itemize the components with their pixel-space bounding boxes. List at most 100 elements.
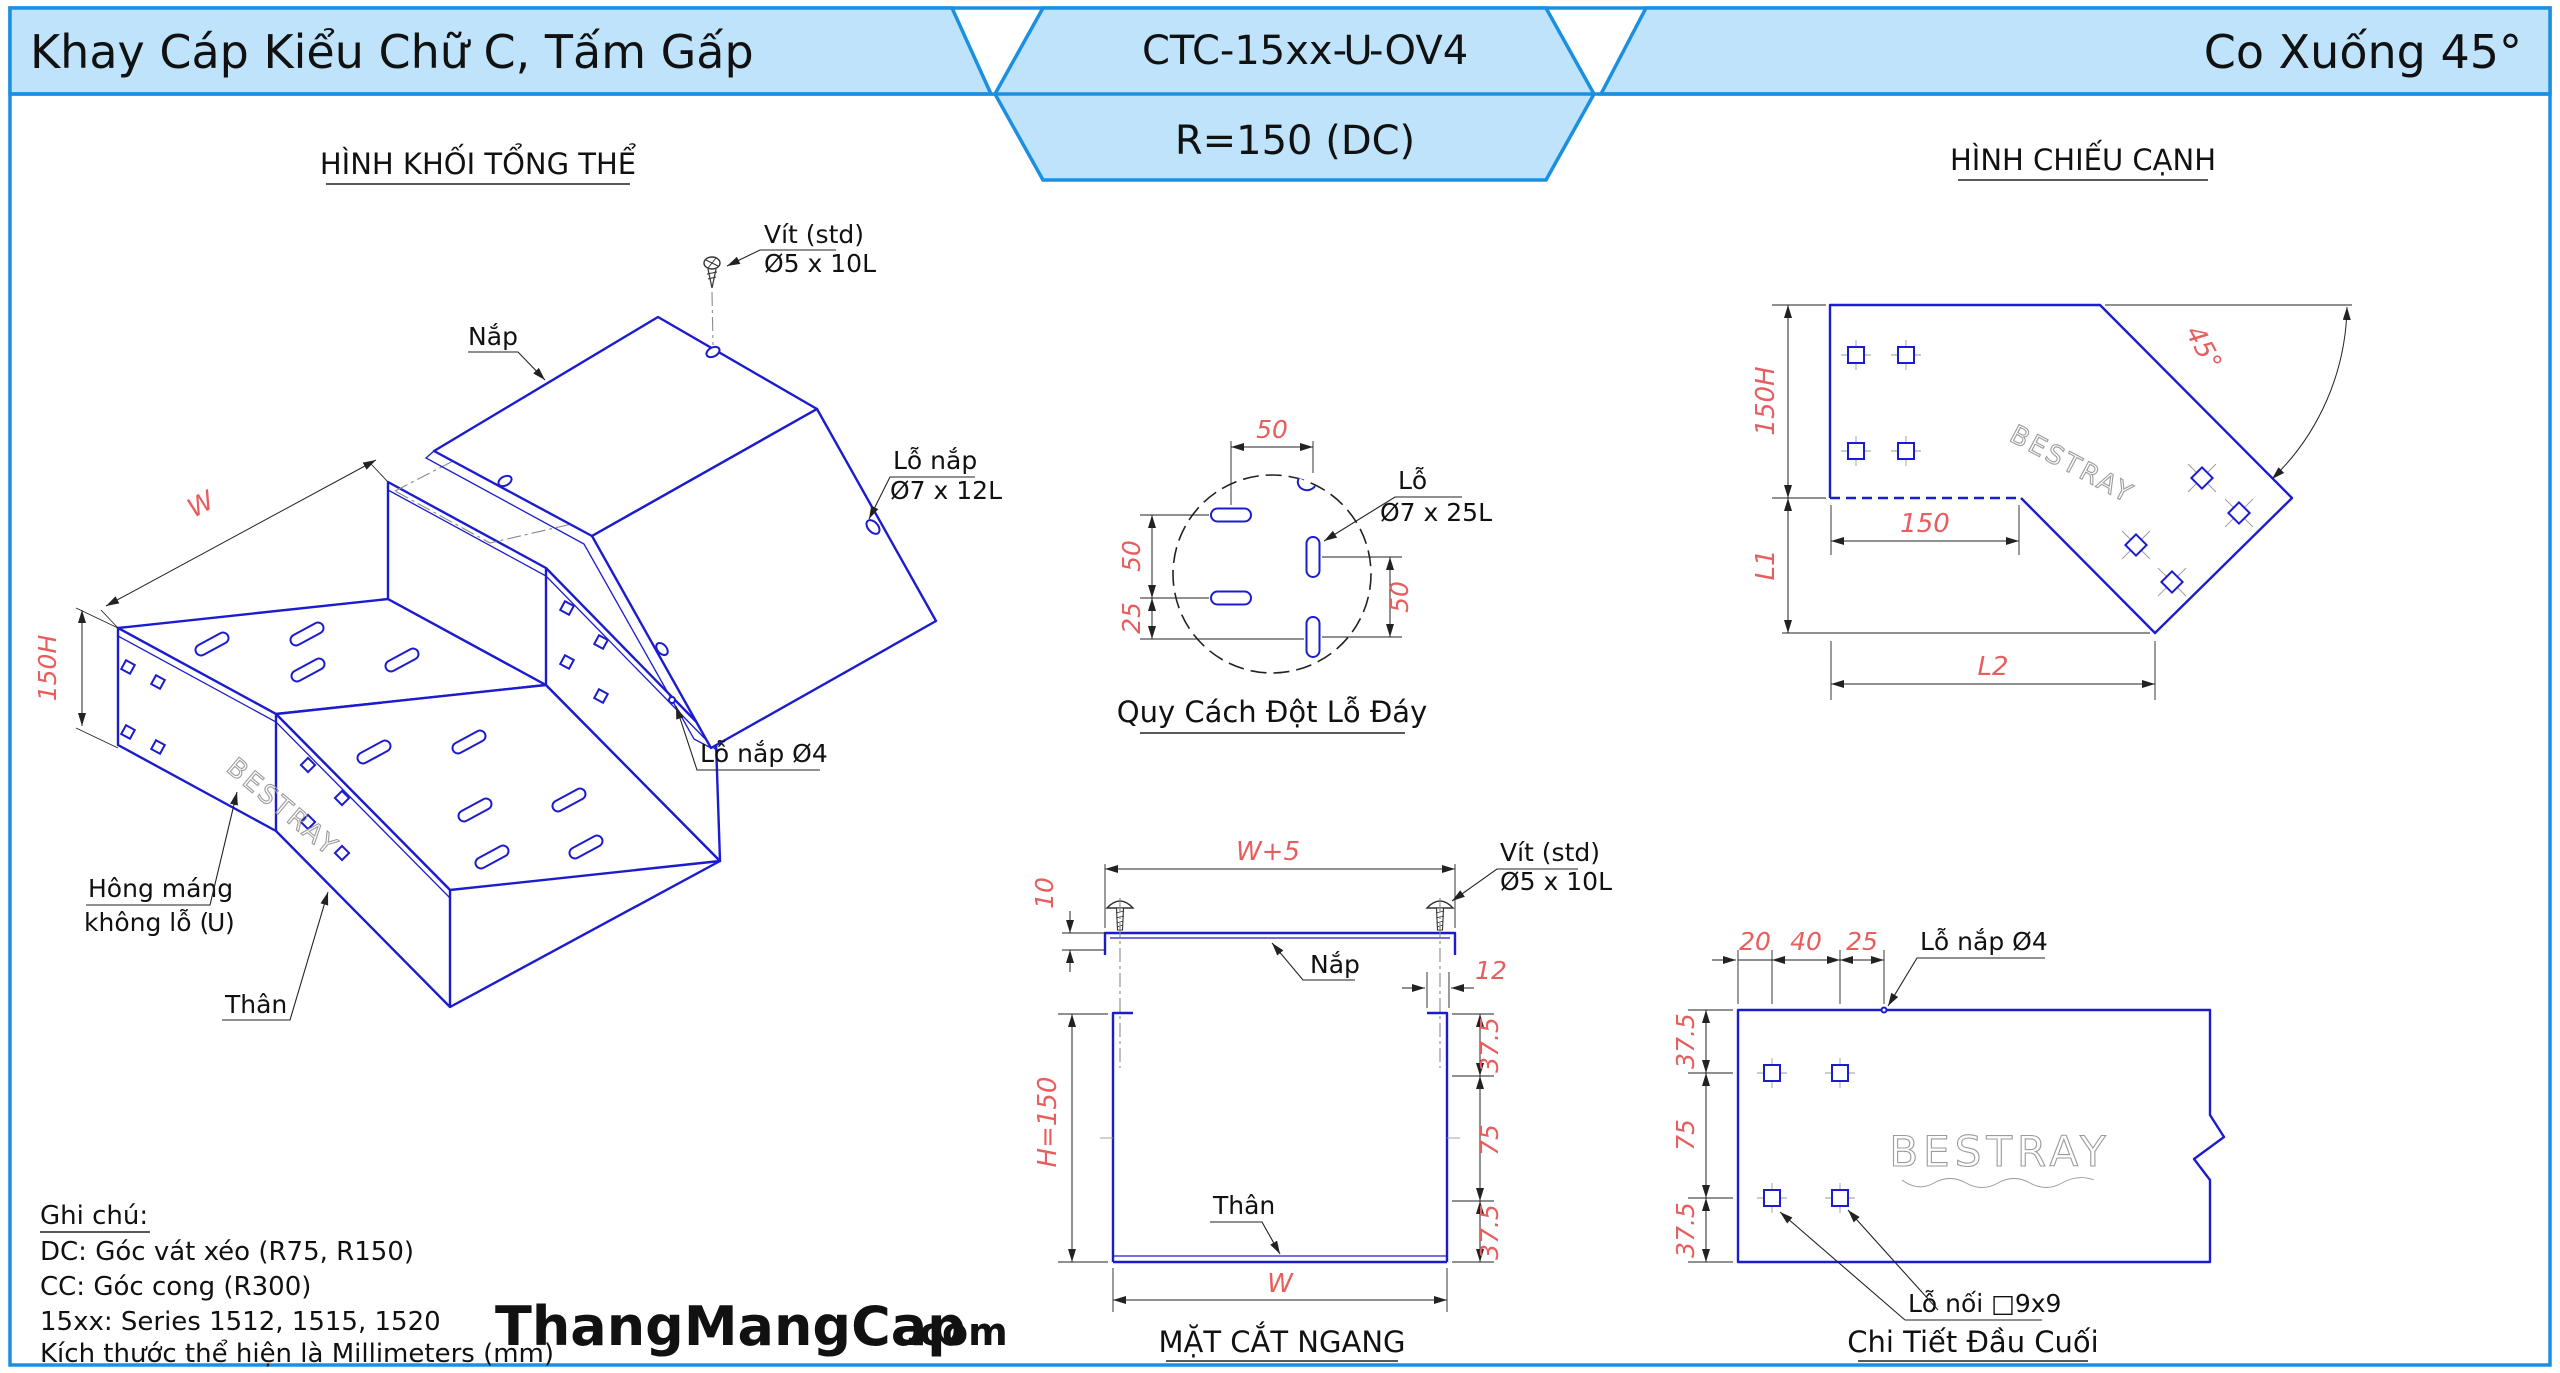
leader-cover-hole-small (675, 705, 820, 771)
end-dim-20: 20 (1739, 927, 1771, 956)
side-title: HÌNH CHIẾU CẠNH (1950, 140, 2216, 177)
end-dim-l-mid: 75 (1671, 1119, 1700, 1151)
punch-circle (1172, 474, 1372, 674)
side-profile (1828, 303, 2294, 635)
dim-w-line (105, 459, 377, 607)
watermark-end: BESTRAY (1889, 1126, 2110, 1188)
cover-hem (424, 450, 712, 749)
leader-screw (726, 249, 836, 267)
punch-slot-v (1305, 536, 1321, 578)
punch-hole-label-2: Ø7 x 25L (1380, 498, 1492, 527)
section-screw-leader (1451, 868, 1578, 902)
end-dim-l-top: 37.5 (1671, 1013, 1700, 1069)
label-cover-hole-small: Lỗ nắp Ø4 (700, 739, 828, 768)
section-dim-w5: W+5 (1236, 837, 1300, 867)
label-screw-1: Vít (std) (764, 220, 864, 249)
punch-hole-label-1: Lỗ (1398, 466, 1427, 495)
section-dim-10: 10 (1030, 877, 1059, 909)
punch-slot-h (1210, 590, 1252, 606)
iso-title: HÌNH KHỐI TỔNG THỂ (320, 144, 636, 181)
far-wall-hem (387, 489, 717, 751)
header: Khay Cáp Kiểu Chữ C, Tấm Gấp CTC-15xx- U… (8, 6, 2552, 182)
leader-side (86, 791, 238, 906)
notes-title: Ghi chú: (40, 1201, 148, 1231)
section-body-leader (1210, 1221, 1281, 1255)
model-code-suffix: -OV4 (1369, 28, 1468, 74)
label-side-2b: U (207, 908, 225, 937)
side-diamond-hole (2157, 567, 2187, 597)
model-code-prefix: CTC-15xx- (1142, 28, 1347, 74)
punch-view: 50 50 25 50 Lỗ Ø7 x 25L Quy Cách Đột Lỗ … (1117, 415, 1492, 734)
cover-right-face (590, 407, 938, 750)
label-cover: Nắp (468, 322, 518, 351)
punch-slot-h (1210, 507, 1252, 523)
punch-dim-top: 50 (1256, 415, 1288, 444)
svg-text:BESTRAY: BESTRAY (1889, 1127, 2110, 1176)
iso-view: HÌNH KHỐI TỔNG THỂ (33, 144, 1002, 1021)
section-dim-r-bot: 37.5 (1475, 1204, 1504, 1260)
punch-hole-leader (1323, 496, 1462, 542)
note-line: DC: Góc vát xéo (R75, R150) (40, 1237, 414, 1267)
section-cover-leader (1271, 942, 1355, 981)
radius-note: R=150 (DC) (1175, 118, 1415, 164)
end-cover-hole-leader (1887, 957, 2045, 1007)
cover-slot-hole (865, 519, 881, 535)
section-dim-h: H=150 (1033, 1077, 1063, 1168)
end-view: BESTRAY 20 40 25 Lỗ nắp Ø4 37.5 75 37.5 … (1671, 927, 2226, 1362)
note-line: 15xx: Series 1512, 1515, 1520 (40, 1307, 441, 1337)
end-cover-hole-label: Lỗ nắp Ø4 (1920, 927, 2048, 956)
side-view: HÌNH CHIẾU CẠNH BESTRAY 150H L1 150 L2 4… (1751, 140, 2352, 700)
note-line: CC: Góc cong (R300) (40, 1272, 311, 1302)
tray-end-edge (449, 859, 721, 1009)
punch-slot-v (1305, 616, 1321, 658)
label-cover-hole-1: Lỗ nắp (893, 446, 977, 475)
end-conn-leader-1 (1779, 1211, 1906, 1321)
fitting-name: Co Xuống 45° (2204, 25, 2522, 79)
label-cover-hole-2: Ø7 x 12L (890, 476, 1002, 505)
end-title: Chi Tiết Đầu Cuối (1847, 1325, 2098, 1359)
leader-cover (468, 351, 546, 381)
dim-w: W (183, 485, 221, 524)
product-title: Khay Cáp Kiểu Chữ C, Tấm Gấp (30, 25, 754, 79)
side-dim-l2: L2 (1977, 652, 2008, 682)
model-code-variant: U (1343, 28, 1372, 74)
end-conn-hole-label: Lỗ nối □9x9 (1908, 1289, 2061, 1318)
section-right-wall (1427, 1011, 1449, 1262)
site-logo: ThangMangCap .com (495, 1295, 1008, 1358)
side-dim-height: 150H (1751, 366, 1781, 435)
logo-tld: .com (905, 1310, 1008, 1354)
dim-150h: 150H (33, 635, 62, 702)
section-cover-label: Nắp (1310, 950, 1360, 979)
punch-dim-left-lower: 25 (1117, 602, 1146, 634)
section-dim-12: 12 (1475, 956, 1507, 985)
side-diamond-hole (2187, 463, 2217, 493)
end-phi4-hole (1880, 1006, 1888, 1014)
leader-body (222, 891, 329, 1021)
side-dim-150: 150 (1900, 509, 1950, 539)
side-diamond-hole (2121, 530, 2151, 560)
screw-axis (711, 291, 714, 346)
punch-notch (1296, 477, 1316, 492)
leader-cover-hole (868, 476, 975, 520)
punch-dim-right: 50 (1385, 581, 1414, 613)
section-dim-w: W (1267, 1269, 1294, 1299)
label-side-2a: không lỗ ( (84, 908, 209, 937)
end-dim-l-bot: 37.5 (1671, 1202, 1700, 1258)
section-dim-r-top: 37.5 (1475, 1017, 1504, 1073)
end-dim-40: 40 (1790, 927, 1822, 956)
side-dim-angle: 45° (2179, 321, 2227, 376)
logo-brand: ThangMangCap (495, 1295, 966, 1358)
near-wall-hem (117, 635, 451, 899)
notes-block: Ghi chú: DC: Góc vát xéo (R75, R150) CC:… (40, 1201, 554, 1369)
section-body-label: Thân (1212, 1191, 1275, 1220)
side-diamond-hole (2224, 498, 2254, 528)
label-side-1: Hông máng (88, 874, 233, 903)
section-left-wall (1111, 1011, 1133, 1262)
note-line: Kích thước thể hiện là Millimeters (mm) (40, 1338, 554, 1369)
end-dim-25: 25 (1846, 927, 1878, 956)
punch-title: Quy Cách Đột Lỗ Đáy (1117, 695, 1427, 729)
label-body: Thân (224, 990, 287, 1019)
section-screw-label-1: Vít (std) (1500, 838, 1600, 867)
label-side-2c: ) (225, 908, 235, 937)
